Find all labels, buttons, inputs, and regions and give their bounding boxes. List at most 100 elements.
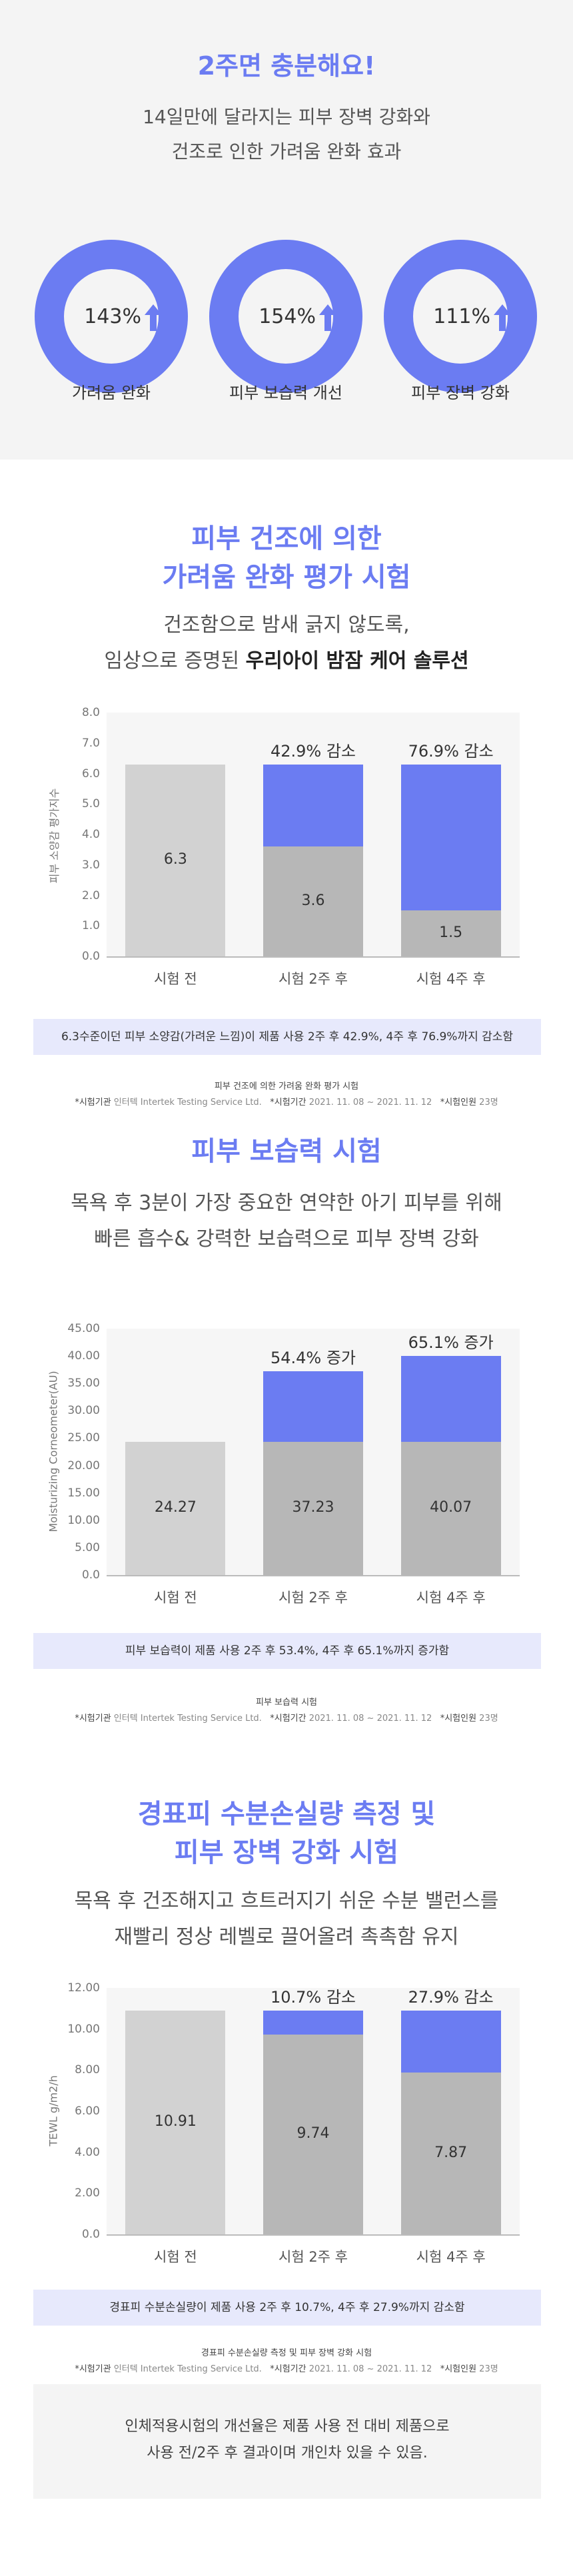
bar-highlight: [400, 764, 501, 911]
tewl-desc-line1: 목욕 후 건조해지고 흐트러지기 쉬운 수분 밸런스를: [74, 1889, 499, 1913]
arrow-up-icon: [494, 304, 511, 331]
bar-change-label: 65.1% 증가: [408, 1333, 494, 1352]
x-tick-label: 시험 4주 후: [416, 1590, 486, 1606]
bar: [263, 846, 363, 956]
moisture-section-desc: 목욕 후 3분이 가장 중요한 연약한 아기 피부를 위해 빠른 흡수& 강력한…: [0, 1185, 573, 1257]
x-axis-line: [107, 956, 520, 958]
bar: [263, 1442, 363, 1575]
x-axis-line: [107, 2234, 520, 2236]
itch-desc-bold: 우리아이 밤잠 케어 솔루션: [245, 649, 469, 673]
itch-note-details: *시험기관 인터텍 Intertek Testing Service Ltd. …: [75, 1098, 498, 1108]
bar-value-label: 3.6: [301, 892, 325, 909]
moisture-note-details: *시험기관 인터텍 Intertek Testing Service Ltd. …: [75, 1714, 498, 1724]
y-tick-label: 2.0: [81, 888, 100, 902]
y-tick-label: 7.0: [81, 736, 100, 750]
moisture-note-title: 피부 보습력 시험: [256, 1698, 317, 1708]
bar: [125, 1442, 226, 1575]
itch-desc-line1: 건조함으로 밤새 긁지 않도록,: [163, 613, 410, 637]
y-tick-label: 35.00: [67, 1377, 100, 1391]
x-tick-label: 시험 2주 후: [279, 971, 348, 987]
y-tick-label: 8.00: [75, 2063, 100, 2077]
y-tick-label: 15.00: [67, 1486, 100, 1500]
x-tick-label: 시험 2주 후: [279, 1590, 348, 1606]
moisture-chart: 45.00 40.00 35.00 30.00 25.00 20.00 15.00 10.00…: [47, 1322, 521, 1615]
y-tick-label: 4.0: [81, 828, 100, 841]
tewl-note-details: *시험기관 인터텍 Intertek Testing Service Ltd. …: [75, 2364, 498, 2374]
bar-change-label: 54.4% 증가: [270, 1348, 356, 1367]
bar: [125, 2010, 226, 2234]
itch-note-title: 피부 건조에 의한 가려움 완화 평가 시험: [214, 1082, 359, 1092]
x-tick-label: 시험 2주 후: [279, 2249, 348, 2265]
y-tick-label: 5.00: [75, 1540, 100, 1554]
bar-value-label: 40.07: [430, 1499, 472, 1516]
bar: [400, 1442, 501, 1575]
summary-subtitle-line2: 건조로 인한 가려움 완화 효과: [171, 141, 402, 162]
footer-line2: 사용 전/2주 후 결과이며 개인차 있을 수 있음.: [147, 2445, 428, 2461]
bar-value-label: 10.91: [154, 2112, 197, 2130]
itch-desc-line2: 임상으로 증명된 우리아이 밤잠 케어 솔루션: [0, 643, 573, 679]
itch-desc-plain: 임상으로 증명된: [104, 649, 246, 673]
tewl-callout: 경표피 수분손실량이 제품 사용 2주 후 10.7%, 4주 후 27.9%까…: [33, 2290, 541, 2326]
bar-value-label: 7.87: [434, 2144, 468, 2161]
bar-value-label: 6.3: [163, 850, 187, 868]
bar-value-label: 1.5: [439, 924, 463, 941]
stat-ring-barrier: 111%: [384, 240, 537, 393]
bar-highlight: [400, 1355, 501, 1443]
y-tick-label: 1.0: [81, 919, 100, 933]
bar-change-label: 10.7% 감소: [270, 1987, 356, 2007]
y-tick-label: 4.00: [75, 2145, 100, 2159]
x-tick-label: 시험 4주 후: [416, 971, 486, 987]
y-tick-label: 0.0: [81, 2228, 100, 2241]
bar-highlight: [263, 764, 363, 847]
y-tick-label: 5.0: [81, 797, 100, 811]
arrow-up-icon: [145, 304, 162, 331]
itch-title-line2: 가려움 완화 평가 시험: [162, 562, 411, 593]
moisture-desc-line2: 빠른 흡수& 강력한 보습력으로 피부 장벽 강화: [94, 1227, 479, 1251]
summary-subtitle-line1: 14일만에 달라지는 피부 장벽 강화와: [143, 106, 430, 128]
moisture-callout: 피부 보습력이 제품 사용 2주 후 53.4%, 4주 후 65.1%까지 증…: [33, 1633, 541, 1669]
summary-title: 2주면 충분해요!: [197, 51, 376, 81]
stat-label-moisture: 피부 보습력 개선: [229, 384, 342, 402]
bar-value-label: 24.27: [154, 1499, 197, 1516]
tewl-section-desc: 목욕 후 건조해지고 흐트러지기 쉬운 수분 밸런스를 재빨리 정상 레벨로 끌…: [0, 1883, 573, 1955]
stat-value: 154%: [259, 305, 316, 328]
tewl-desc-line2: 재빨리 정상 레벨로 끌어올려 촉촉함 유지: [114, 1925, 459, 1949]
bar: [400, 910, 501, 956]
footer-disclaimer: 인체적용시험의 개선율은 제품 사용 전 대비 제품으로 사용 전/2주 후 결…: [33, 2384, 541, 2499]
x-tick-label: 시험 전: [154, 2249, 197, 2265]
bar-highlight: [263, 1371, 363, 1443]
bar-value-label: 9.74: [296, 2124, 330, 2142]
y-tick-label: 6.00: [75, 2104, 100, 2118]
itch-title-line1: 피부 건조에 의한: [191, 523, 382, 554]
y-tick-label: 12.00: [67, 1981, 100, 1995]
y-tick-label: 10.00: [67, 2022, 100, 2036]
itch-section-title: 피부 건조에 의한 가려움 완화 평가 시험: [0, 519, 573, 597]
itch-chart: 8.0 7.0 6.0 5.0 4.0 3.0 2.0 1.0 0.0 피부 소양감 평가지수 6.…: [47, 706, 521, 996]
bar-change-label: 42.9% 감소: [270, 741, 356, 761]
y-axis-label: TEWL g/m2/h: [47, 2075, 60, 2146]
y-axis-label: 피부 소양감 평가지수: [48, 788, 61, 884]
y-tick-label: 40.00: [67, 1349, 100, 1363]
stat-ring-moisture: 154%: [209, 240, 362, 393]
stat-label-itch: 가려움 완화: [71, 384, 151, 402]
tewl-note-title: 경표피 수분손실량 측정 및 피부 장벽 강화 시험: [201, 2348, 372, 2358]
y-tick-label: 3.0: [81, 858, 100, 872]
y-tick-label: 45.00: [67, 1322, 100, 1335]
summary-subtitle: 14일만에 달라지는 피부 장벽 강화와 건조로 인한 가려움 완화 효과: [0, 100, 573, 169]
x-axis-line: [107, 1575, 520, 1576]
x-tick-label: 시험 4주 후: [416, 2249, 486, 2265]
bar: [125, 764, 226, 956]
footer-line1: 인체적용시험의 개선율은 제품 사용 전 대비 제품으로: [125, 2418, 450, 2435]
y-tick-label: 25.00: [67, 1431, 100, 1445]
moisture-section-title: 피부 보습력 시험: [0, 1132, 573, 1171]
stat-label-barrier: 피부 장벽 강화: [411, 384, 510, 402]
stat-value: 111%: [433, 305, 490, 328]
arrow-up-icon: [319, 304, 336, 331]
y-tick-label: 20.00: [67, 1458, 100, 1472]
bar-value-label: 37.23: [292, 1499, 334, 1516]
stat-value: 143%: [84, 305, 141, 328]
itch-section-desc: 건조함으로 밤새 긁지 않도록, 임상으로 증명된 우리아이 밤잠 케어 솔루션: [0, 607, 573, 679]
tewl-section-title: 경표피 수분손실량 측정 및 피부 장벽 강화 시험: [0, 1795, 573, 1872]
y-tick-label: 2.00: [75, 2186, 100, 2200]
